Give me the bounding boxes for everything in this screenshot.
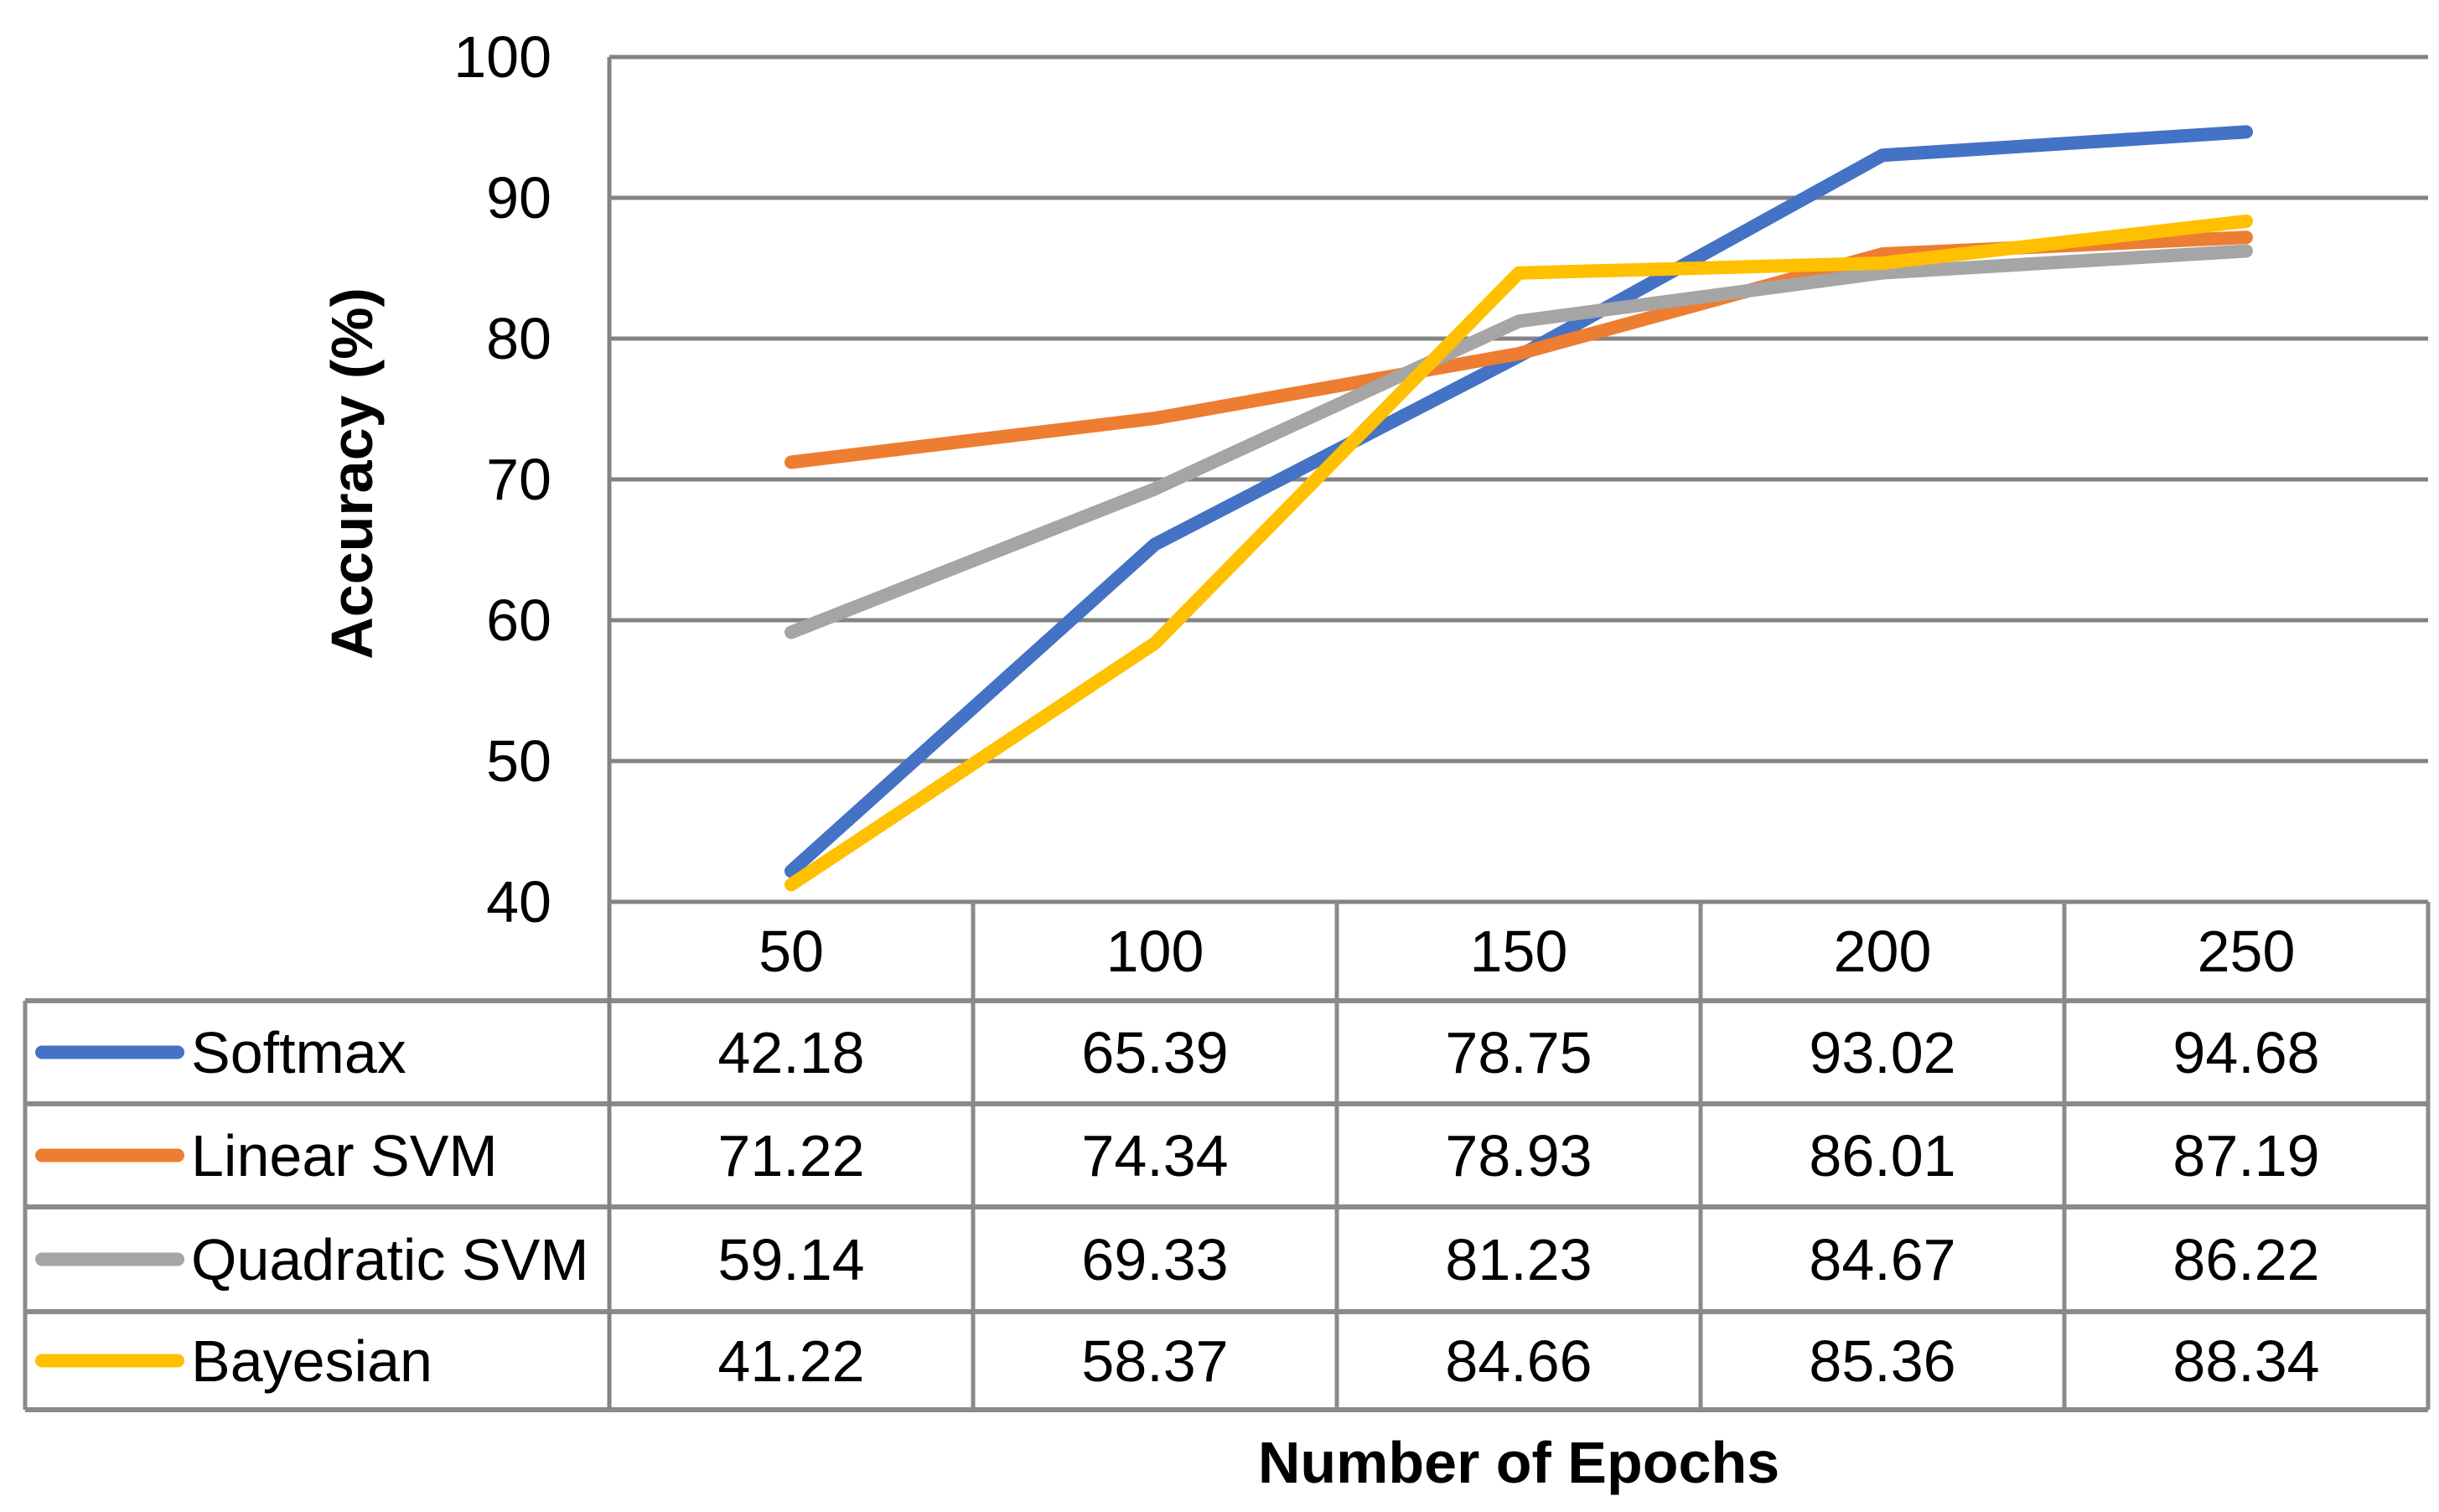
table-cell: 84.67 — [1809, 1226, 1956, 1292]
y-tick-label: 50 — [486, 728, 551, 794]
y-tick-label: 60 — [486, 588, 551, 653]
y-tick-label: 70 — [486, 447, 551, 512]
x-axis-title: Number of Epochs — [1257, 1430, 1780, 1495]
table-cell: 88.34 — [2172, 1328, 2320, 1394]
table-cell: 78.75 — [1445, 1019, 1592, 1085]
table-cell: 85.36 — [1809, 1328, 1956, 1394]
x-category-label: 50 — [759, 919, 824, 984]
table-cell: 84.66 — [1445, 1328, 1592, 1394]
x-category-label: 100 — [1106, 919, 1204, 984]
table-cell: 87.19 — [2172, 1122, 2320, 1188]
table-cell: 81.23 — [1445, 1226, 1592, 1292]
series-line-quadratic-svm — [785, 244, 2253, 639]
x-category-label: 150 — [1469, 919, 1568, 984]
y-tick-label: 40 — [486, 869, 551, 935]
table-cell: 94.68 — [2172, 1019, 2320, 1085]
table-cell: 42.18 — [717, 1019, 865, 1085]
table-cell: 86.01 — [1809, 1122, 1956, 1188]
legend-label: Bayesian — [191, 1328, 432, 1394]
table-cell: 65.39 — [1081, 1019, 1229, 1085]
table-cell: 69.33 — [1081, 1226, 1229, 1292]
table-cell: 93.02 — [1809, 1019, 1956, 1085]
table-cell: 74.34 — [1081, 1122, 1229, 1188]
table-cell: 41.22 — [717, 1328, 865, 1394]
y-tick-label: 80 — [486, 306, 551, 371]
x-category-label: 250 — [2197, 919, 2296, 984]
legend-label: Linear SVM — [191, 1122, 498, 1188]
series-line-bayesian — [785, 214, 2253, 892]
table-cell: 58.37 — [1081, 1328, 1229, 1394]
y-tick-label: 100 — [453, 24, 551, 90]
table-cell: 71.22 — [717, 1122, 865, 1188]
y-tick-label: 90 — [486, 165, 551, 230]
table-cell: 86.22 — [2172, 1226, 2320, 1292]
legend-label: Quadratic SVM — [191, 1226, 589, 1292]
table-cell: 78.93 — [1445, 1122, 1592, 1188]
x-category-label: 200 — [1833, 919, 1932, 984]
legend-label: Softmax — [191, 1019, 406, 1085]
y-axis-title: Accuracy (%) — [319, 287, 385, 660]
table-cell: 59.14 — [717, 1226, 865, 1292]
